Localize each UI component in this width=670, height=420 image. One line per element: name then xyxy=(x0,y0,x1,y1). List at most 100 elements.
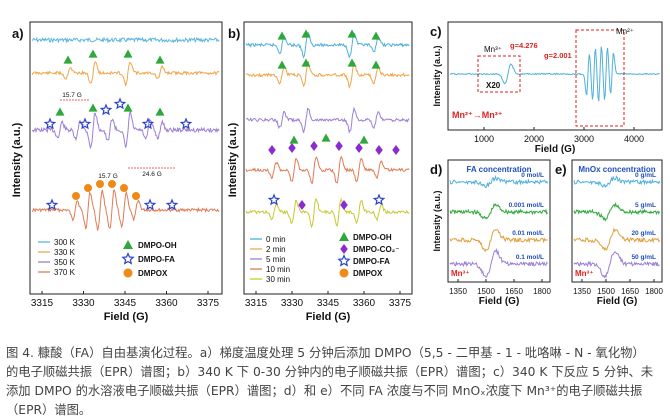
panel-a-legend-text-1: DMPO-FA xyxy=(138,255,175,264)
panel-a-oxmarker-5 xyxy=(132,192,140,200)
panel-a-trace-370K xyxy=(31,189,220,231)
panel-c-box-mn2 xyxy=(575,29,625,127)
panel-c-annotation-mn2: Mn²⁺ xyxy=(616,27,634,36)
panel-b-legend-label-2: 5 min xyxy=(266,255,286,264)
panel-d-series-label-1: 0.001 mol/L xyxy=(509,202,544,209)
panel-e-trace-1 xyxy=(573,202,661,222)
panel-b-co2-low-1 xyxy=(340,200,348,210)
panel-e-title: MnOx concentration xyxy=(578,165,655,174)
panel-b-co2-low-0 xyxy=(298,200,306,210)
panel-a-oxmarker-4 xyxy=(72,192,80,200)
panel-b-legend-label-0: 0 min xyxy=(266,235,286,244)
panel-a-label: a) xyxy=(12,26,24,41)
panel-d-label: d) xyxy=(430,162,442,177)
panel-e-series-label-1: 5 g/mL xyxy=(635,202,656,209)
panel-e-x-tick-label: 1650 xyxy=(621,287,639,296)
panel-a-legend-label-3: 370 K xyxy=(54,268,76,277)
panel-b-legend-label-3: 10 min xyxy=(266,265,290,274)
panel-b-x-tick-label: 3360 xyxy=(353,298,376,309)
panel-b-trace-2 xyxy=(246,106,410,134)
panel-c-frame xyxy=(447,21,663,131)
panel-b-co2-2 xyxy=(310,141,318,151)
panel-e-trace-0 xyxy=(573,175,661,189)
panel-b-co2-4 xyxy=(355,143,363,153)
panel-d-title: FA concentration xyxy=(466,165,531,174)
panel-a-legend-text-2: DMPOX xyxy=(138,269,168,278)
panel-a-oxmarker-3 xyxy=(120,184,128,192)
panel-a-frame xyxy=(29,21,223,295)
panel-d-annotation-mn3: Mn³⁺ xyxy=(451,269,469,278)
panel-a-annotation-3: 24.6 G xyxy=(142,171,162,178)
panel-d-series-label-2: 0.01 mol/L xyxy=(512,230,544,237)
panel-e-frame xyxy=(571,159,663,283)
panel-a-famarker-1 xyxy=(78,117,92,130)
panel-b-co2-3 xyxy=(335,141,343,151)
panel-b-x-tick-label: 3375 xyxy=(389,298,412,309)
panel-e-x-tick-label: 1350 xyxy=(573,287,591,296)
panel-a-oxmarker-1 xyxy=(96,180,104,188)
panel-a-legend-text-0: DMPO-OH xyxy=(138,241,177,250)
panel-c-x-tick-label: 1000 xyxy=(474,134,494,144)
panel-e-series-label-3: 50 g/mL xyxy=(631,254,656,261)
panel-b-x-tick-label: 3345 xyxy=(317,298,340,309)
panel-a-legend-label-0: 300 K xyxy=(54,238,76,247)
panel-a-ohmarker2-3 xyxy=(155,107,165,116)
panel-e-series-label-0: 0 g/mL xyxy=(635,172,656,179)
caption-line-1: 图 4. 糠酸（FA）自由基演化过程。a）梯度温度处理 5 分钟后添加 DMPO… xyxy=(6,346,645,360)
panel-b-co2-5 xyxy=(375,145,383,155)
panel-b-legend-text-3: DMPOX xyxy=(353,269,383,278)
panel-a-trace-350K xyxy=(31,109,220,150)
caption-line-4: （EPR）谱图。 xyxy=(6,403,92,417)
panel-b-fa-0 xyxy=(267,193,281,206)
panel-a-ohmarker2-1 xyxy=(88,103,98,112)
panel-d-series-label-3: 0.1 mol/L xyxy=(516,254,544,261)
panel-a-oxmarker-2 xyxy=(108,180,116,188)
panel-d-series-label-0: 0 mol/L xyxy=(521,172,544,179)
panel-a-famarker2-2 xyxy=(165,198,179,211)
panel-c-x-tick-label: 3000 xyxy=(574,134,594,144)
panel-c-x-tick-label: 2000 xyxy=(524,134,544,144)
panel-a-legend-marker-1 xyxy=(121,251,135,265)
panel-c-annotation-x20: X20 xyxy=(486,81,501,90)
panel-a-oxmarker-0 xyxy=(84,184,92,192)
panel-b-xlabel: Field (G) xyxy=(306,311,351,323)
panel-b-co2-0 xyxy=(268,145,276,155)
panel-d-ylabel: Intensity (a.u.) xyxy=(432,190,442,251)
panel-c-label: c) xyxy=(430,24,442,39)
panel-d-trace-0 xyxy=(449,174,549,189)
panel-a-famarker-3 xyxy=(113,97,127,110)
panel-b-legend-marker-0 xyxy=(339,232,349,241)
panel-e-xlabel: Field (G) xyxy=(597,296,638,307)
panel-a-x-tick-label: 3375 xyxy=(197,298,220,309)
panel-d-trace-3 xyxy=(449,248,548,278)
panel-a-ohmarker-3 xyxy=(155,55,165,64)
panel-e-label: e) xyxy=(555,162,567,177)
panel-a-x-tick-label: 3315 xyxy=(31,298,54,309)
panel-e-trace-3 xyxy=(573,251,660,279)
caption-line-2: 的电子顺磁共振（EPR）谱图；b）340 K 下 0-30 分钟内的电子顺磁共振… xyxy=(6,365,654,379)
panel-a-famarker-4 xyxy=(141,117,155,130)
panel-b-fa-1 xyxy=(372,193,386,206)
panel-b-legend-label-1: 2 min xyxy=(266,245,286,254)
panel-b-ylabel: Intensity (a.u.) xyxy=(227,122,239,197)
panel-a-x-tick-label: 3360 xyxy=(155,298,178,309)
panel-a-legend-label-2: 350 K xyxy=(54,258,76,267)
panel-c-ylabel: Intensity (a.u.) xyxy=(432,45,442,106)
panel-a-ohmarker-1 xyxy=(88,49,98,58)
panel-b-co2-1 xyxy=(288,143,296,153)
panel-d-frame xyxy=(447,159,551,283)
panel-b-oh-top-1 xyxy=(301,29,311,38)
panel-e-annotation-mn3: Mn³⁺ xyxy=(575,269,593,278)
panel-b-label: b) xyxy=(228,26,240,41)
figure-4: a) Intensity (a.u.) 3315 3330 3345 3360 3375 Fi… xyxy=(11,21,663,323)
panel-a-famarker2-1 xyxy=(143,198,157,211)
panel-a-ohmarker2-2 xyxy=(123,103,133,112)
panel-a-x-tick-label: 3345 xyxy=(114,298,137,309)
panel-a-famarker-2 xyxy=(99,103,113,116)
panel-a-annotation-2: 15.7 G xyxy=(98,173,118,180)
panel-b-oh-top-3 xyxy=(371,31,381,40)
panel-b-oh-low-2 xyxy=(359,135,369,144)
panel-a-ohmarker2-0 xyxy=(55,107,65,116)
panel-c-annotation-mn3: Mn³⁺ xyxy=(484,45,502,54)
panel-b-legend-text-1: DMPO-CO₂⁻ xyxy=(353,245,399,254)
